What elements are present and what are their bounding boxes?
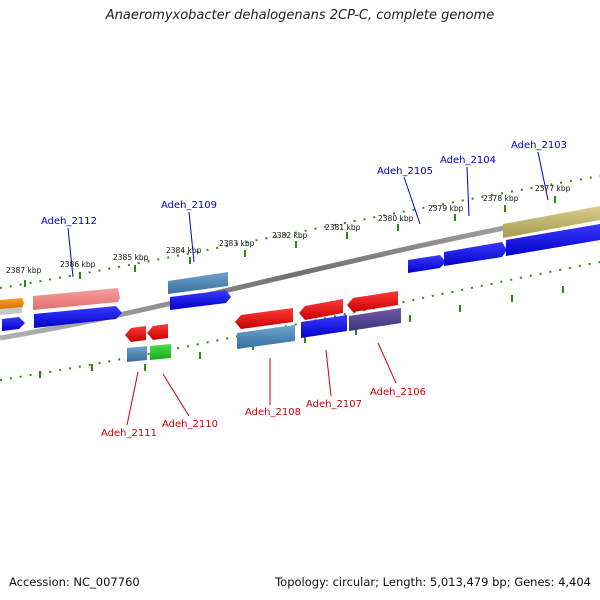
ruler-label: 2381 kbp [325, 223, 361, 232]
gene-label-adeh-2106[interactable]: Adeh_2106 [370, 387, 426, 398]
forward-strand-features [0, 206, 600, 331]
gene-feature[interactable] [2, 317, 25, 331]
gene-feature-olive[interactable] [503, 206, 600, 238]
gene-label-adeh-2105[interactable]: Adeh_2105 [377, 166, 433, 177]
ruler-label: 2378 kbp [483, 194, 519, 203]
ruler-label: 2380 kbp [378, 214, 414, 223]
ruler-label: 2386 kbp [60, 260, 96, 269]
ruler-label: 2382 kbp [272, 231, 308, 240]
map-title: Anaeromyxobacter dehalogenans 2CP-C, com… [105, 8, 495, 23]
gene-label-adeh-2108[interactable]: Adeh_2108 [245, 407, 301, 418]
ruler-label: 2385 kbp [113, 253, 149, 262]
ruler-label: 2379 kbp [428, 204, 464, 213]
gene-feature[interactable] [0, 307, 22, 315]
gene-label-adeh-2107[interactable]: Adeh_2107 [306, 399, 362, 410]
gene-feature-adeh-2110[interactable] [147, 324, 168, 340]
reverse-gene-labels: Adeh_2111 Adeh_2110 Adeh_2108 Adeh_2107 … [101, 387, 426, 439]
forward-gene-labels: Adeh_2112 Adeh_2109 Adeh_2105 Adeh_2104 … [41, 140, 567, 227]
gene-feature-steel-small[interactable] [127, 346, 147, 362]
gene-feature[interactable] [170, 290, 231, 310]
gene-label-adeh-2104[interactable]: Adeh_2104 [440, 155, 496, 166]
gene-feature-adeh-2109[interactable] [168, 272, 228, 294]
gene-feature-adeh-2112[interactable] [33, 288, 120, 310]
gene-feature-adeh-2111[interactable] [125, 326, 146, 342]
gene-feature-adeh-2105[interactable] [408, 255, 446, 273]
reverse-ruler-major-ticks [39, 286, 564, 378]
gene-label-adeh-2103[interactable]: Adeh_2103 [511, 140, 567, 151]
forward-ruler-major-ticks [24, 196, 556, 287]
reverse-strand-features [125, 291, 401, 362]
forward-ruler-line [0, 175, 600, 289]
reverse-leader-lines [126, 342, 397, 426]
accession-text: Accession: NC_007760 [9, 575, 140, 589]
gene-label-adeh-2110[interactable]: Adeh_2110 [162, 419, 218, 430]
gene-feature[interactable] [34, 306, 122, 328]
gene-feature-adeh-2107[interactable] [299, 299, 343, 320]
gene-label-adeh-2111[interactable]: Adeh_2111 [101, 428, 157, 439]
ruler-labels: 2387 kbp 2386 kbp 2385 kbp 2384 kbp 2383… [6, 184, 571, 275]
ruler-label: 2387 kbp [6, 266, 42, 275]
gene-feature-adeh-2103[interactable] [506, 224, 600, 256]
ruler-label: 2384 kbp [166, 246, 202, 255]
gene-feature-purple-2106[interactable] [349, 308, 401, 331]
gene-feature-adeh-2104[interactable] [444, 242, 507, 266]
ruler-label: 2383 kbp [219, 239, 255, 248]
forward-leader-lines [67, 151, 549, 278]
gene-feature-blue-2107[interactable] [301, 315, 347, 338]
gene-feature-steel-2108[interactable] [237, 325, 295, 349]
ruler-label: 2377 kbp [535, 184, 571, 193]
gene-feature[interactable] [0, 298, 24, 310]
genome-summary-text: Topology: circular; Length: 5,013,479 bp… [275, 575, 591, 589]
gene-feature-green[interactable] [150, 344, 171, 360]
gene-feature-adeh-2108[interactable] [235, 308, 293, 329]
gene-feature-adeh-2106[interactable] [347, 291, 398, 312]
gene-label-adeh-2109[interactable]: Adeh_2109 [161, 200, 217, 211]
gene-label-adeh-2112[interactable]: Adeh_2112 [41, 216, 97, 227]
